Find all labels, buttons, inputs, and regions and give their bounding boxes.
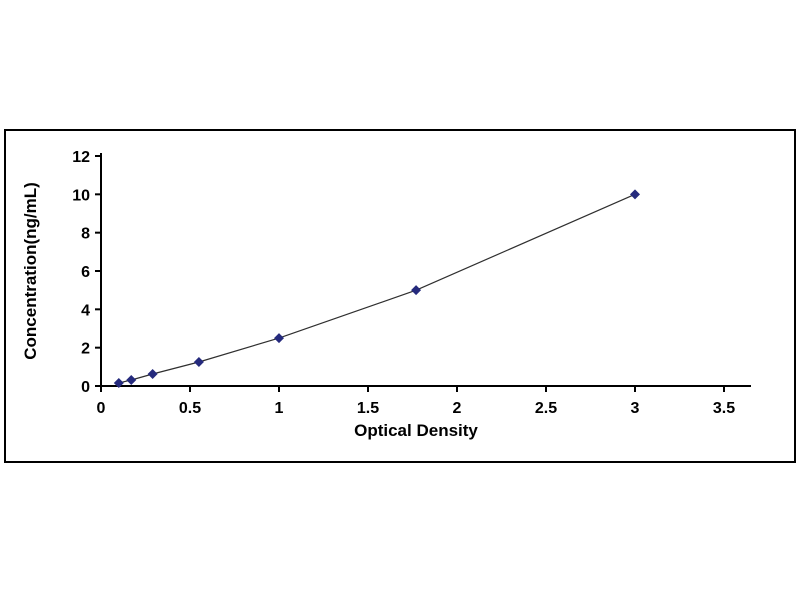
x-tick-label: 1 (275, 400, 284, 417)
data-point-marker (411, 285, 422, 296)
data-point-marker (113, 378, 124, 389)
y-tick-label: 10 (72, 187, 90, 204)
y-tick-label: 2 (81, 341, 90, 358)
x-tick-label: 3 (631, 400, 640, 417)
standard-curve-svg: 0 0.5 1 1.5 2 2.5 3 3.5 0 2 4 6 8 10 12 Optical Densit… (21, 149, 751, 440)
x-tick-label: 0 (97, 400, 106, 417)
x-tick-label: 0.5 (179, 400, 201, 417)
chart-layer: 0 0.5 1 1.5 2 2.5 3 3.5 0 2 4 6 8 10 12 (72, 149, 751, 417)
y-axis-label: Concentration(ng/mL) (21, 182, 40, 360)
y-tick-label: 0 (81, 379, 90, 396)
y-tick-label: 12 (72, 149, 90, 166)
data-point-marker (147, 369, 158, 380)
y-tick-label: 4 (81, 302, 90, 319)
data-point-marker (630, 189, 640, 200)
y-tick-label: 8 (81, 226, 90, 243)
chart-panel: 0 0.5 1 1.5 2 2.5 3 3.5 0 2 4 6 8 10 12 Optical Densit… (4, 129, 796, 463)
x-tick-label: 3.5 (713, 400, 735, 417)
x-tick-label: 1.5 (357, 400, 379, 417)
data-point-marker (126, 375, 137, 386)
y-tick-label: 6 (81, 264, 90, 281)
x-tick-label: 2.5 (535, 400, 557, 417)
data-point-marker (274, 333, 284, 344)
data-point-marker (193, 357, 204, 368)
series-line (118, 193, 636, 384)
x-tick-label: 2 (453, 400, 462, 417)
x-axis-label: Optical Density (354, 421, 478, 440)
